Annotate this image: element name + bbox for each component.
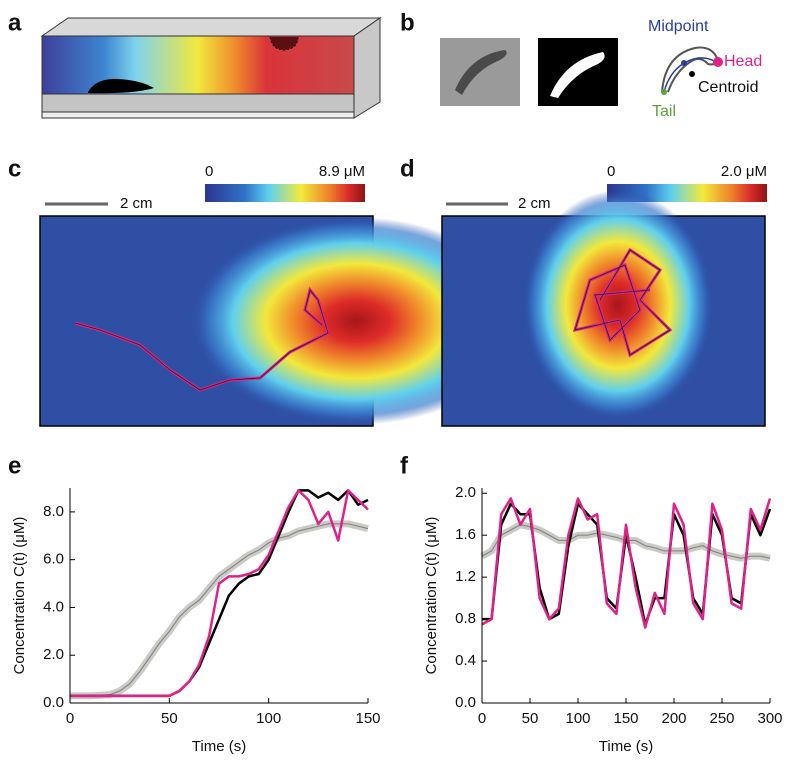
x-tick-label: 50 <box>522 710 539 727</box>
y-tick-label: 2.0 <box>43 646 64 663</box>
colorbar-tick-label: 0 <box>607 163 615 180</box>
centroid-label: Centroid <box>698 79 758 96</box>
midpoint-label: Midpoint <box>648 18 709 35</box>
y-tick-label: 0.0 <box>455 694 476 711</box>
x-axis-label: Time (s) <box>192 738 246 755</box>
heatmap <box>441 190 766 427</box>
scale-bar-label: 2 cm <box>518 195 551 212</box>
head-label: Head <box>724 53 762 70</box>
panel-label: d <box>400 155 415 182</box>
y-tick-label: 0.4 <box>455 652 476 669</box>
x-tick-label: 0 <box>66 710 74 727</box>
y-tick-label: 4.0 <box>43 598 64 615</box>
line <box>70 489 369 698</box>
tail-label: Tail <box>652 103 676 120</box>
y-tick-label: 8.0 <box>43 503 64 520</box>
mean-line <box>70 523 369 697</box>
mean-band <box>70 520 369 700</box>
panel-label: a <box>8 9 22 36</box>
colorbar-tick-label: 8.9 μM <box>319 163 365 180</box>
line <box>70 489 369 698</box>
y-tick-label: 2.0 <box>455 484 476 501</box>
x-tick-label: 50 <box>161 710 178 727</box>
x-tick-label: 100 <box>256 710 281 727</box>
x-tick-label: 0 <box>478 710 486 727</box>
x-tick-label: 300 <box>757 710 782 727</box>
x-tick-label: 150 <box>355 710 380 727</box>
y-tick-label: 1.2 <box>455 568 476 585</box>
panel-label: f <box>400 452 409 479</box>
x-tick-label: 150 <box>613 710 638 727</box>
x-tick-label: 200 <box>661 710 686 727</box>
colorbar-tick-label: 0 <box>205 163 213 180</box>
y-tick-label: 0.8 <box>455 610 476 627</box>
line <box>481 497 772 629</box>
panel-label: c <box>8 155 21 182</box>
channel-diagram <box>40 17 382 119</box>
colorbar <box>205 184 365 202</box>
x-tick-label: 250 <box>709 710 734 727</box>
y-tick-label: 0.0 <box>43 694 64 711</box>
panel-label: e <box>8 452 21 479</box>
scale-bar-label: 2 cm <box>120 195 153 212</box>
colorbar-tick-label: 2.0 μM <box>721 163 767 180</box>
y-tick-label: 6.0 <box>43 551 64 568</box>
y-axis-label: Concentration C(t) (μM) <box>423 517 440 675</box>
x-tick-label: 100 <box>565 710 590 727</box>
y-axis-label: Concentration C(t) (μM) <box>11 517 28 675</box>
y-tick-label: 1.6 <box>455 526 476 543</box>
panel-label: b <box>400 9 415 36</box>
worm-images <box>440 38 723 106</box>
x-axis-label: Time (s) <box>599 738 653 755</box>
